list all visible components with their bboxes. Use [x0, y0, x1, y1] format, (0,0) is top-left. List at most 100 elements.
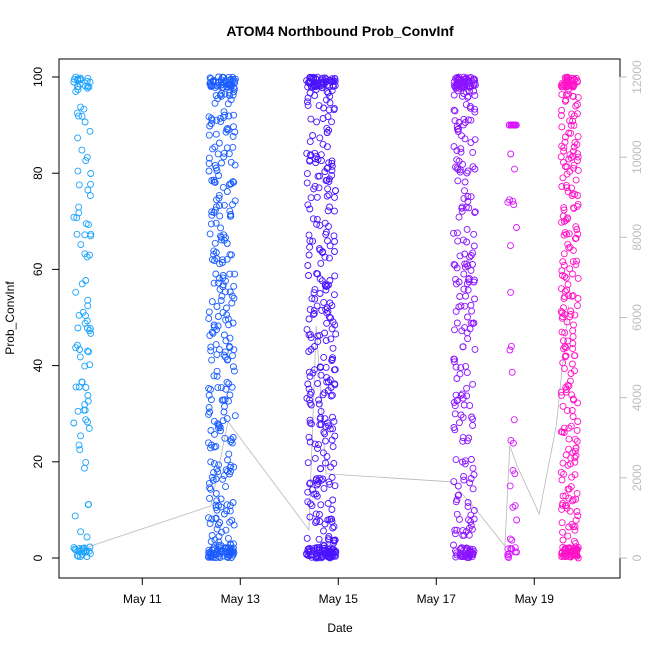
data-point: [466, 479, 474, 487]
data-point: [450, 229, 457, 237]
data-point: [75, 441, 83, 449]
data-point: [231, 270, 239, 278]
data-point: [574, 418, 582, 425]
data-point: [465, 276, 472, 284]
data-point: [77, 528, 85, 536]
data-point: [569, 83, 577, 91]
data-point: [306, 237, 314, 245]
data-point: [574, 544, 582, 551]
data-point: [462, 362, 470, 370]
data-point: [223, 144, 231, 152]
y-tick-label: 80: [31, 166, 45, 180]
data-point: [558, 476, 566, 484]
data-point: [231, 85, 238, 93]
data-point: [78, 112, 86, 120]
data-point: [218, 159, 225, 167]
data-point: [562, 344, 570, 352]
data-point: [226, 80, 234, 88]
data-point: [304, 201, 312, 209]
data-point: [560, 204, 568, 212]
data-point: [304, 459, 312, 467]
data-point: [456, 252, 464, 260]
data-point: [567, 550, 575, 558]
data-point: [313, 270, 321, 277]
data-point: [205, 439, 212, 447]
y-tick-label: 0: [31, 554, 45, 561]
data-point: [305, 251, 313, 259]
data-point: [85, 424, 93, 432]
data-point: [325, 254, 333, 262]
data-point: [210, 178, 218, 186]
data-point: [222, 466, 230, 474]
data-point: [319, 80, 327, 88]
data-point: [566, 243, 574, 251]
data-point: [229, 319, 237, 327]
data-point: [457, 145, 465, 153]
data-point: [217, 495, 225, 503]
data-point: [462, 528, 470, 536]
data-point: [320, 527, 327, 535]
data-point: [560, 295, 568, 303]
data-point: [572, 223, 580, 231]
data-point: [562, 383, 570, 391]
data-point: [81, 118, 89, 126]
data-point: [327, 392, 335, 400]
data-point: [316, 290, 324, 297]
data-point: [567, 422, 575, 430]
data-point: [458, 207, 466, 215]
data-point: [322, 363, 330, 371]
data-point: [469, 249, 477, 257]
data-point: [317, 414, 324, 422]
data-point: [321, 280, 329, 288]
data-point: [315, 546, 323, 554]
data-point: [507, 288, 515, 296]
data-point: [564, 381, 572, 389]
data-point: [569, 292, 577, 300]
data-point: [311, 286, 319, 294]
data-point: [572, 444, 580, 452]
data-point: [303, 534, 311, 542]
data-point: [71, 512, 79, 520]
data-point: [228, 439, 236, 447]
data-point: [306, 513, 314, 521]
data-point: [231, 412, 239, 420]
data-point: [321, 415, 329, 423]
data-point: [320, 542, 328, 550]
data-point: [464, 193, 472, 200]
data-point: [223, 311, 231, 319]
data-point: [205, 384, 213, 392]
data-point: [226, 344, 234, 352]
data-point: [304, 262, 312, 269]
data-point: [216, 91, 224, 99]
data-point: [561, 352, 569, 360]
data-point: [223, 415, 231, 423]
data-point: [216, 202, 224, 209]
data-point: [311, 544, 318, 552]
data-point: [75, 112, 82, 120]
data-point: [568, 473, 576, 481]
data-point: [462, 75, 470, 83]
data-point: [323, 143, 331, 151]
data-point: [506, 482, 514, 490]
data-point: [471, 91, 479, 99]
data-point: [76, 353, 84, 361]
data-point: [74, 83, 82, 91]
data-point: [74, 324, 82, 332]
data-point: [86, 543, 94, 551]
data-point: [308, 420, 315, 428]
data-point: [225, 450, 233, 458]
data-point: [223, 255, 231, 263]
data-point: [564, 532, 572, 540]
data-point: [453, 319, 461, 327]
data-point: [561, 229, 569, 237]
data-point: [326, 277, 334, 284]
data-point: [559, 402, 567, 410]
data-point: [451, 402, 459, 410]
data-point: [324, 113, 332, 121]
data-point: [324, 499, 332, 507]
data-point: [315, 184, 323, 192]
data-point: [566, 507, 574, 515]
data-point: [574, 153, 582, 161]
data-point: [325, 191, 333, 199]
data-point: [86, 361, 94, 369]
